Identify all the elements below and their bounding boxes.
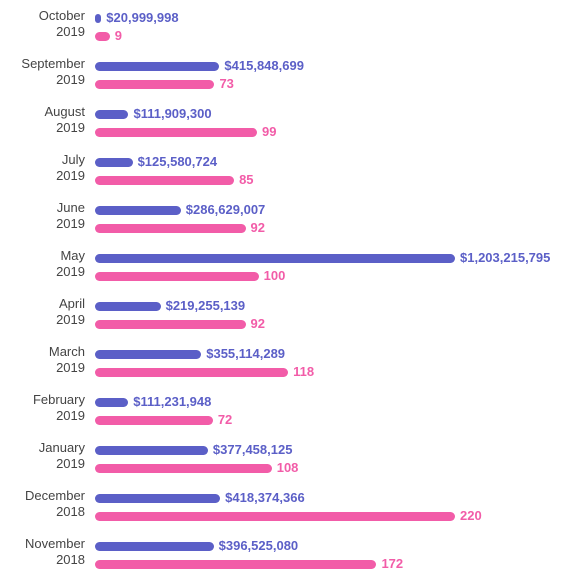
bar	[95, 559, 377, 569]
category-label: April 2019	[56, 296, 85, 327]
bar	[95, 205, 181, 215]
value-label: $20,999,998	[106, 10, 179, 25]
bar	[95, 253, 455, 263]
value-label: 85	[239, 172, 254, 187]
bar	[95, 61, 220, 71]
bar	[95, 301, 161, 311]
value-label: 118	[293, 364, 315, 379]
value-label: 220	[460, 508, 482, 523]
value-label: $415,848,699	[224, 58, 304, 73]
bar	[95, 175, 235, 185]
bar	[95, 127, 257, 137]
value-label: 9	[114, 28, 122, 43]
value-label: 172	[381, 556, 404, 571]
value-label: $1,203,215,795	[460, 250, 551, 265]
category-label: January 2019	[38, 440, 85, 471]
category-label: May 2019	[56, 248, 85, 279]
bar	[95, 493, 221, 503]
category-label: July 2019	[56, 152, 85, 183]
value-label: $219,255,139	[165, 298, 246, 313]
bar	[95, 271, 259, 281]
value-label: 100	[263, 268, 286, 283]
value-label: 73	[219, 76, 234, 91]
category-label: August 2019	[44, 104, 85, 135]
bar	[95, 13, 102, 23]
value-label: 108	[276, 460, 299, 475]
bar	[95, 109, 129, 119]
category-label: March 2019	[48, 344, 85, 375]
bar	[95, 31, 110, 41]
value-label: $111,231,948	[133, 394, 212, 409]
category-label: February 2019	[32, 392, 85, 423]
bar	[95, 223, 246, 233]
category-label: September 2019	[21, 56, 85, 87]
bar	[95, 415, 213, 425]
bar	[95, 349, 202, 359]
category-label: December 2018	[25, 488, 85, 519]
value-label: $355,114,289	[206, 346, 286, 361]
value-label: 72	[217, 412, 233, 427]
bar	[95, 463, 272, 473]
value-label: $286,629,007	[185, 202, 266, 217]
value-label: $396,525,080	[218, 538, 299, 553]
category-label: June 2019	[56, 200, 85, 231]
value-label: $377,458,125	[212, 442, 293, 457]
category-label: October 2019	[38, 8, 85, 39]
bar	[95, 157, 133, 167]
bar	[95, 367, 289, 377]
value-label: 92	[250, 316, 265, 331]
value-label: $111,909,300	[133, 106, 212, 121]
bar	[95, 511, 455, 521]
category-label: November 2018	[25, 536, 85, 567]
value-label: $418,374,366	[225, 490, 305, 505]
bar	[95, 445, 208, 455]
bar	[95, 541, 214, 551]
bar	[95, 79, 215, 89]
bar	[95, 397, 129, 407]
value-label: 92	[250, 220, 265, 235]
value-label: $125,580,724	[137, 154, 218, 169]
bar	[95, 319, 246, 329]
value-label: 99	[262, 124, 277, 139]
